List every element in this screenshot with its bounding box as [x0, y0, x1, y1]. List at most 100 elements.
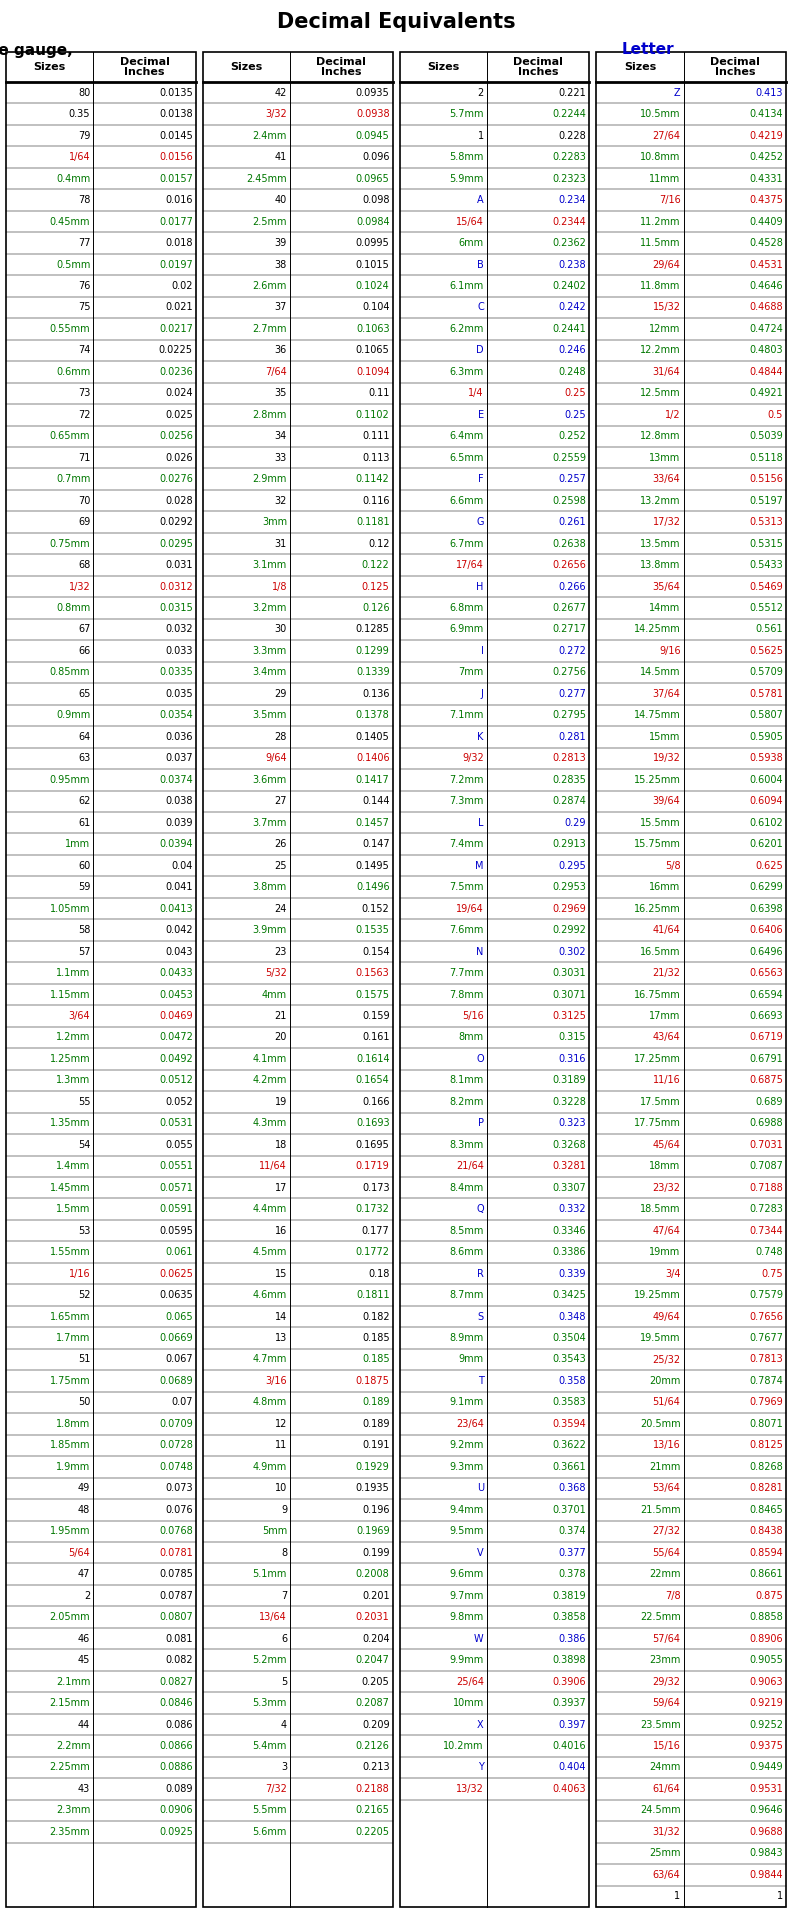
- Text: 7.4mm: 7.4mm: [449, 839, 484, 848]
- Text: 0.8mm: 0.8mm: [56, 604, 90, 613]
- Text: 15/16: 15/16: [653, 1741, 680, 1750]
- Text: 49: 49: [78, 1483, 90, 1492]
- Text: 0.205: 0.205: [362, 1676, 390, 1687]
- Text: 0.04: 0.04: [171, 860, 192, 871]
- Text: 0.3898: 0.3898: [553, 1655, 586, 1664]
- Text: 0.4063: 0.4063: [553, 1783, 586, 1794]
- Text: 0.0768: 0.0768: [159, 1527, 192, 1536]
- Text: 0.2677: 0.2677: [552, 604, 586, 613]
- Text: 0.8438: 0.8438: [749, 1527, 783, 1536]
- Text: 0.348: 0.348: [558, 1311, 586, 1322]
- Text: 70: 70: [78, 495, 90, 506]
- Text: 0.228: 0.228: [558, 130, 586, 141]
- Text: 0.1102: 0.1102: [356, 409, 390, 420]
- Text: 0.9063: 0.9063: [749, 1676, 783, 1687]
- Text: 45/64: 45/64: [653, 1139, 680, 1150]
- Text: 0.177: 0.177: [362, 1225, 390, 1236]
- Text: 2.15mm: 2.15mm: [50, 1699, 90, 1708]
- Text: 0.073: 0.073: [165, 1483, 192, 1492]
- Text: 0.037: 0.037: [165, 753, 192, 762]
- Text: 0.0906: 0.0906: [159, 1806, 192, 1815]
- Text: 9/64: 9/64: [265, 753, 287, 762]
- Text: 80: 80: [78, 88, 90, 97]
- Text: 2.05mm: 2.05mm: [50, 1613, 90, 1622]
- Text: 0.0469: 0.0469: [159, 1011, 192, 1020]
- Text: 0.246: 0.246: [558, 346, 586, 355]
- Text: 7.6mm: 7.6mm: [449, 925, 484, 934]
- Text: 47/64: 47/64: [653, 1225, 680, 1236]
- Text: 19: 19: [275, 1097, 287, 1106]
- Text: 61/64: 61/64: [653, 1783, 680, 1794]
- Text: 0.144: 0.144: [362, 797, 390, 806]
- Text: 0.4803: 0.4803: [749, 346, 783, 355]
- Text: 62: 62: [78, 797, 90, 806]
- Text: 7.7mm: 7.7mm: [449, 969, 484, 978]
- Text: 57/64: 57/64: [653, 1634, 680, 1643]
- Text: 25/64: 25/64: [455, 1676, 484, 1687]
- Text: 0.125: 0.125: [362, 581, 390, 592]
- Text: 0.5315: 0.5315: [749, 539, 783, 548]
- Text: 0.076: 0.076: [165, 1504, 192, 1515]
- Text: 15/64: 15/64: [456, 216, 484, 227]
- Text: 6.1mm: 6.1mm: [450, 281, 484, 290]
- Text: 0.0935: 0.0935: [356, 88, 390, 97]
- Text: 27/64: 27/64: [653, 130, 680, 141]
- Text: 0.2323: 0.2323: [552, 174, 586, 183]
- Text: 0.0354: 0.0354: [159, 711, 192, 720]
- Text: 0.0689: 0.0689: [159, 1376, 192, 1385]
- Text: 0.0709: 0.0709: [159, 1418, 192, 1429]
- Text: 0.2031: 0.2031: [356, 1613, 390, 1622]
- Text: 55/64: 55/64: [653, 1548, 680, 1557]
- Text: 0.126: 0.126: [362, 604, 390, 613]
- Text: 1.35mm: 1.35mm: [50, 1118, 90, 1127]
- Text: 0.266: 0.266: [558, 581, 586, 592]
- Text: 0.0728: 0.0728: [159, 1441, 192, 1450]
- Text: 69: 69: [78, 518, 90, 527]
- Text: 0.4531: 0.4531: [749, 260, 783, 269]
- Bar: [399, 52, 589, 1907]
- Text: 1.45mm: 1.45mm: [50, 1183, 90, 1192]
- Text: 19.25mm: 19.25mm: [634, 1290, 680, 1299]
- Text: 8mm: 8mm: [459, 1032, 484, 1041]
- Text: 5.6mm: 5.6mm: [253, 1827, 287, 1836]
- Text: 13.5mm: 13.5mm: [640, 539, 680, 548]
- Text: Sizes: Sizes: [624, 61, 656, 73]
- Text: 0.5197: 0.5197: [749, 495, 783, 506]
- Text: 0.028: 0.028: [165, 495, 192, 506]
- Bar: [203, 52, 393, 1907]
- Text: 0.1969: 0.1969: [356, 1527, 390, 1536]
- Text: 1.95mm: 1.95mm: [50, 1527, 90, 1536]
- Text: 43: 43: [78, 1783, 90, 1794]
- Text: 1mm: 1mm: [65, 839, 90, 848]
- Text: 0.052: 0.052: [165, 1097, 192, 1106]
- Text: 0.0276: 0.0276: [159, 474, 192, 483]
- Text: 0.021: 0.021: [165, 302, 192, 311]
- Text: 5.7mm: 5.7mm: [449, 109, 484, 118]
- Text: 18mm: 18mm: [649, 1162, 680, 1171]
- Text: 0.1719: 0.1719: [356, 1162, 390, 1171]
- Text: 0.272: 0.272: [558, 646, 586, 655]
- Text: J: J: [481, 688, 484, 699]
- Text: 6.7mm: 6.7mm: [449, 539, 484, 548]
- Text: T: T: [478, 1376, 484, 1385]
- Text: Z: Z: [674, 88, 680, 97]
- Text: 1/4: 1/4: [468, 388, 484, 397]
- Text: 9.9mm: 9.9mm: [450, 1655, 484, 1664]
- Text: 0.5433: 0.5433: [749, 560, 783, 569]
- Text: 0.2344: 0.2344: [553, 216, 586, 227]
- Text: 0.0225: 0.0225: [158, 346, 192, 355]
- Text: 1.5mm: 1.5mm: [56, 1204, 90, 1213]
- Text: 5: 5: [281, 1676, 287, 1687]
- Text: 31: 31: [275, 539, 287, 548]
- Text: 0.098: 0.098: [362, 195, 390, 204]
- Text: 5/64: 5/64: [69, 1548, 90, 1557]
- Text: 0.032: 0.032: [165, 625, 192, 634]
- Text: 0.1015: 0.1015: [356, 260, 390, 269]
- Text: 8.9mm: 8.9mm: [450, 1334, 484, 1343]
- Text: A: A: [477, 195, 484, 204]
- Text: 0.0781: 0.0781: [159, 1548, 192, 1557]
- Text: 9mm: 9mm: [459, 1355, 484, 1364]
- Text: 63: 63: [78, 753, 90, 762]
- Text: 14.75mm: 14.75mm: [634, 711, 680, 720]
- Text: 0.5512: 0.5512: [749, 604, 783, 613]
